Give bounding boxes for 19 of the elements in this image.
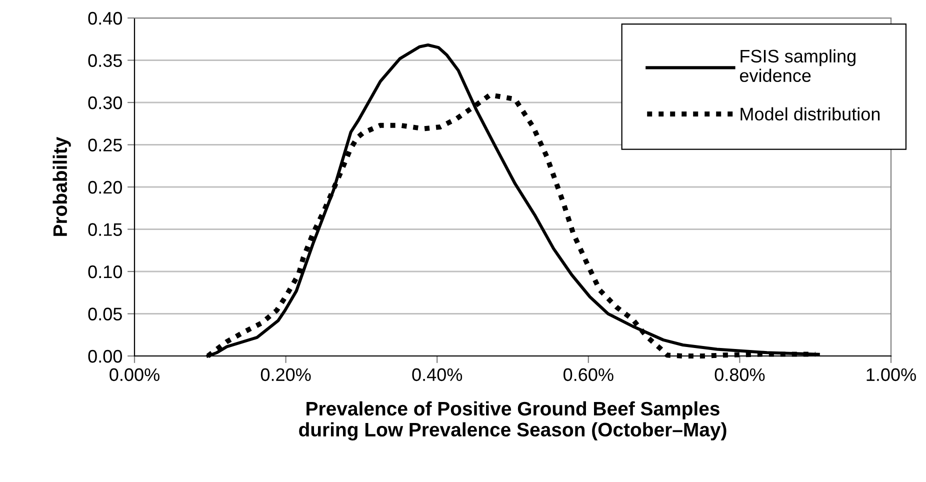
y-tick-label: 0.35 bbox=[88, 54, 122, 67]
y-axis-title: Probability bbox=[52, 136, 71, 236]
y-tick-label: 0.05 bbox=[88, 308, 122, 320]
x-tick-label: 0.00% bbox=[110, 368, 160, 382]
x-tick-label: 1.00% bbox=[866, 368, 916, 382]
y-tick-label: 0.40 bbox=[88, 12, 122, 25]
x-tick-label: 0.20% bbox=[260, 368, 311, 382]
y-tick-label: 0.10 bbox=[88, 265, 122, 278]
x-tick-label: 0.80% bbox=[714, 368, 765, 382]
y-tick-label: 0.30 bbox=[88, 96, 122, 110]
x-tick-label: 0.60% bbox=[564, 368, 614, 382]
legend-label: FSIS sampling evidence bbox=[740, 49, 856, 82]
y-tick-label: 0.20 bbox=[88, 180, 122, 194]
y-tick-label: 0.25 bbox=[88, 138, 122, 152]
x-tick-label: 0.40% bbox=[412, 368, 462, 382]
x-axis-title: Prevalence of Positive Ground Beef Samples during Low Prevalence Season (October–May) bbox=[299, 401, 726, 440]
y-tick-label: 0.15 bbox=[88, 223, 122, 236]
legend-label: Model distribution bbox=[740, 107, 880, 121]
y-tick-label: 0.00 bbox=[88, 350, 122, 363]
